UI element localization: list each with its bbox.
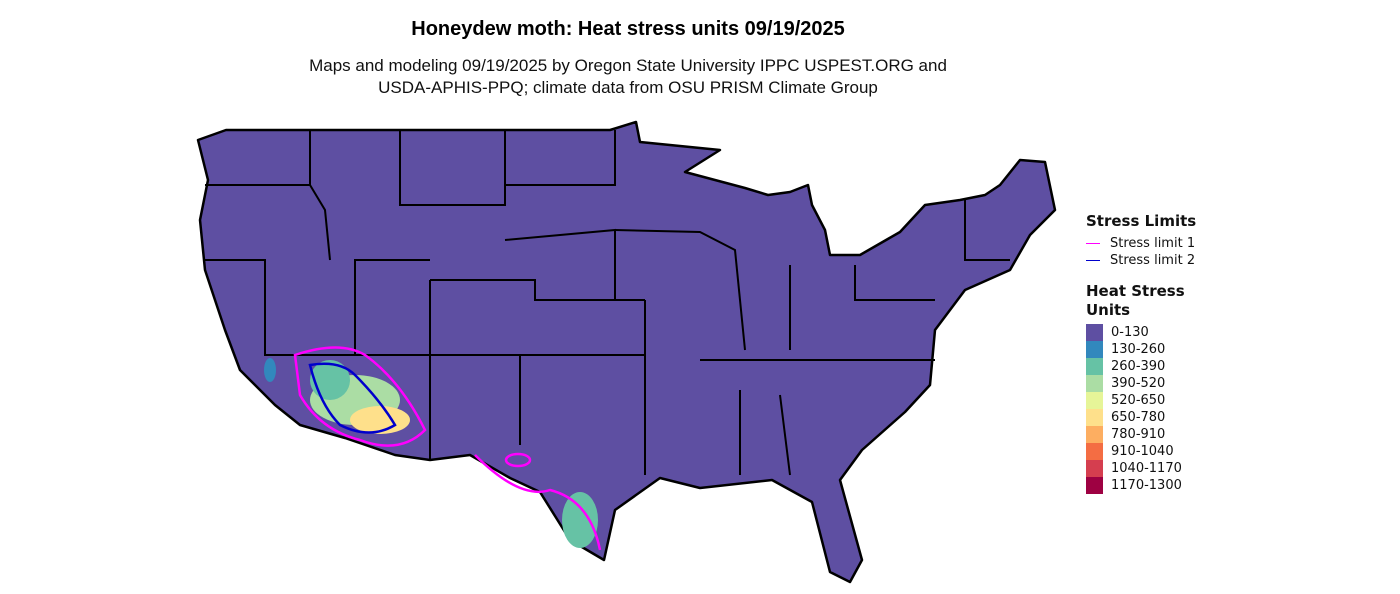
legend-color-swatch [1086, 477, 1103, 494]
heat-legend-item: 1040-1170 [1086, 460, 1196, 477]
legend-label: 390-520 [1111, 376, 1166, 391]
heat-legend-item: 130-260 [1086, 341, 1196, 358]
legend-color-swatch [1086, 358, 1103, 375]
heat-legend-item: 910-1040 [1086, 443, 1196, 460]
heat-title-line-1: Heat Stress [1086, 282, 1185, 300]
stress-limits-title: Stress Limits [1086, 212, 1197, 230]
stress-legend-item: Stress limit 1 [1086, 235, 1196, 252]
legend-label: Stress limit 2 [1110, 253, 1196, 268]
legend-line-swatch [1086, 260, 1100, 261]
heat-legend-item: 780-910 [1086, 426, 1196, 443]
legend-color-swatch [1086, 426, 1103, 443]
legend-color-swatch [1086, 324, 1103, 341]
heat-legend-item: 390-520 [1086, 375, 1196, 392]
legend-label: Stress limit 1 [1110, 236, 1196, 251]
legend-label: 0-130 [1111, 325, 1149, 340]
heat-units-title: Heat Stress Units [1086, 282, 1196, 320]
heat-legend-item: 520-650 [1086, 392, 1196, 409]
legend-label: 260-390 [1111, 359, 1166, 374]
legend-line-swatch [1086, 243, 1100, 244]
heat-legend-item: 650-780 [1086, 409, 1196, 426]
legend-label: 910-1040 [1111, 444, 1174, 459]
state-borders [205, 130, 1010, 476]
legend-label: 780-910 [1111, 427, 1166, 442]
legend-label: 1040-1170 [1111, 461, 1182, 476]
legend-label: 1170-1300 [1111, 478, 1182, 493]
legend-label: 520-650 [1111, 393, 1166, 408]
heat-legend-item: 0-130 [1086, 324, 1196, 341]
map-title: Honeydew moth: Heat stress units 09/19/2… [411, 18, 845, 40]
stress-limit-lines [293, 346, 602, 551]
heat-legend-item: 1170-1300 [1086, 477, 1196, 494]
legend-color-swatch [1086, 460, 1103, 477]
stress-legend-item: Stress limit 2 [1086, 252, 1196, 269]
subtitle-line-2: USDA-APHIS-PPQ; climate data from OSU PR… [378, 78, 878, 97]
map-subtitle: Maps and modeling 09/19/2025 by Oregon S… [0, 55, 1256, 99]
subtitle-line-1: Maps and modeling 09/19/2025 by Oregon S… [309, 56, 947, 75]
stress-limits-legend: Stress Limits Stress limit 1 Stress limit… [1086, 212, 1196, 494]
legend-label: 650-780 [1111, 410, 1166, 425]
conus-outline [196, 120, 1057, 584]
legend-color-swatch [1086, 443, 1103, 460]
legend-color-swatch [1086, 341, 1103, 358]
heat-stress-regions [264, 358, 598, 548]
heat-title-line-2: Units [1086, 301, 1131, 319]
heat-legend-item: 260-390 [1086, 358, 1196, 375]
legend-color-swatch [1086, 392, 1103, 409]
legend-label: 130-260 [1111, 342, 1166, 357]
legend-color-swatch [1086, 409, 1103, 426]
legend-color-swatch [1086, 375, 1103, 392]
